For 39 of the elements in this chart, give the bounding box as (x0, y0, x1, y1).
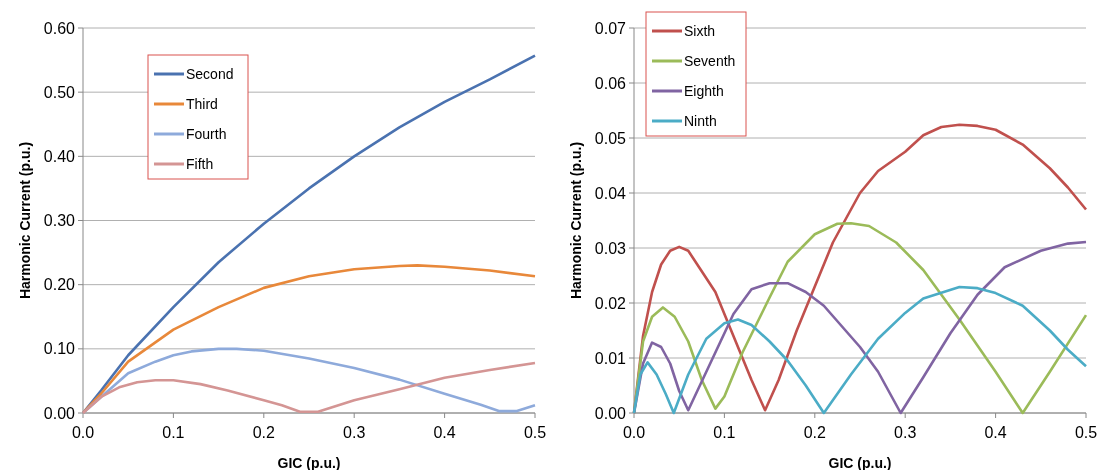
x-axis-title: GIC (p.u.) (828, 455, 892, 470)
legend-label: Sixth (684, 22, 716, 39)
x-tick-label: 0.0 (622, 424, 646, 441)
y-tick-label: 0.00 (43, 404, 76, 422)
legend-label: Fifth (186, 155, 214, 172)
legend-label: Ninth (684, 112, 717, 129)
legend-label: Third (186, 95, 218, 112)
y-tick-label: 0.07 (594, 19, 627, 37)
y-axis-title: Harmonic Current (p.u.) (17, 141, 33, 300)
y-tick-label: 0.20 (43, 276, 76, 294)
y-tick-label: 0.30 (43, 212, 76, 230)
x-tick-label: 0.5 (1074, 424, 1098, 441)
x-tick-label: 0.0 (71, 424, 95, 441)
y-tick-label: 0.05 (594, 129, 627, 147)
legend-label: Eighth (684, 82, 724, 99)
y-tick-label: 0.00 (594, 404, 627, 422)
y-tick-label: 0.04 (594, 184, 627, 202)
y-tick-label: 0.60 (43, 19, 76, 37)
x-tick-label: 0.5 (523, 424, 547, 441)
y-tick-label: 0.01 (594, 349, 627, 367)
x-tick-label: 0.3 (343, 424, 366, 441)
y-tick-label: 0.50 (43, 83, 76, 101)
legend-label: Seventh (684, 52, 736, 69)
x-tick-label: 0.4 (984, 424, 1007, 441)
y-tick-label: 0.03 (594, 239, 627, 257)
y-tick-label: 0.06 (594, 74, 627, 92)
x-tick-label: 0.1 (162, 424, 185, 441)
x-tick-label: 0.3 (894, 424, 917, 441)
x-tick-label: 0.2 (803, 424, 827, 441)
x-axis-title: GIC (p.u.) (277, 455, 341, 470)
y-axis-title: Harmonic Current (p.u.) (568, 141, 584, 300)
legend-label: Fourth (186, 125, 227, 142)
x-tick-label: 0.2 (252, 424, 276, 441)
x-tick-label: 0.1 (713, 424, 736, 441)
y-tick-label: 0.02 (594, 294, 627, 312)
y-tick-label: 0.10 (43, 340, 76, 358)
x-tick-label: 0.4 (433, 424, 456, 441)
y-tick-label: 0.40 (43, 147, 76, 165)
legend-label: Second (186, 65, 234, 82)
